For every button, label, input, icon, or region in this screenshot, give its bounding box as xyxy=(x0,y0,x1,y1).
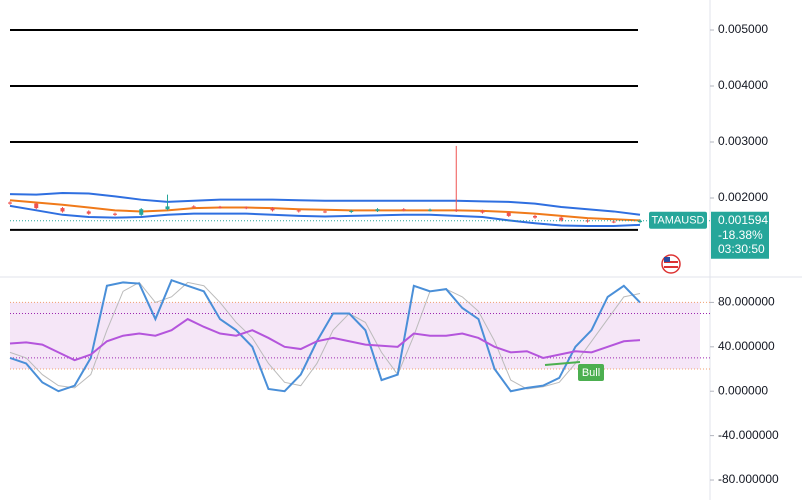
candle-body xyxy=(323,211,327,213)
y-tick-label: -80.000000 xyxy=(718,472,779,486)
candle-body xyxy=(8,202,12,204)
candle-body xyxy=(375,209,380,211)
indicator-line xyxy=(9,191,641,216)
y-tick-label: 0.004000 xyxy=(718,78,768,92)
symbol-label: TAMAUSD xyxy=(652,215,705,227)
candle-body xyxy=(34,203,39,209)
y-tick-label: 0.000000 xyxy=(718,383,768,397)
candle-body xyxy=(533,215,537,218)
candle-body xyxy=(139,209,144,215)
indicator-line xyxy=(9,278,641,393)
candle-body xyxy=(506,212,511,216)
candle-body xyxy=(480,210,485,213)
candle-body xyxy=(559,217,564,221)
indicator-line xyxy=(9,204,641,228)
band-fill xyxy=(10,302,700,370)
candle-body xyxy=(270,208,275,211)
candle-body xyxy=(86,211,91,214)
y-tick-label: 40.000000 xyxy=(718,339,775,353)
candle-body xyxy=(244,207,249,209)
y-tick-label: -40.000000 xyxy=(718,428,779,442)
candle-body xyxy=(638,220,642,223)
candle-body xyxy=(60,208,65,212)
change-label: -18.38% xyxy=(718,228,763,242)
flag-icon xyxy=(661,254,681,274)
candle-body xyxy=(165,206,170,210)
y-tick-label: 0.003000 xyxy=(718,134,768,148)
y-tick-label: 0.005000 xyxy=(718,22,768,36)
price-badge xyxy=(711,211,769,259)
annotation-badge xyxy=(578,364,604,381)
indicator-line xyxy=(9,199,641,222)
candle-body xyxy=(349,210,354,213)
candle-body xyxy=(611,221,616,223)
divergence-line xyxy=(544,361,581,366)
candle-body xyxy=(218,206,222,208)
symbol-badge xyxy=(649,211,707,229)
candle-body xyxy=(428,209,432,211)
y-tick-label: 80.000000 xyxy=(718,295,775,309)
y-tick-label: 0.002000 xyxy=(718,190,768,204)
candle-body xyxy=(585,220,590,222)
candle-body xyxy=(454,209,459,211)
annotation-label: Bull xyxy=(582,367,600,379)
candle-body xyxy=(401,209,406,211)
last-price-label: 0.001594 xyxy=(718,213,768,227)
candle-body xyxy=(296,210,301,212)
countdown-label: 03:30:50 xyxy=(718,242,765,256)
indicator-line xyxy=(9,281,641,390)
candle-body xyxy=(113,213,117,215)
candle-body xyxy=(191,206,196,208)
indicator-line xyxy=(9,317,641,362)
